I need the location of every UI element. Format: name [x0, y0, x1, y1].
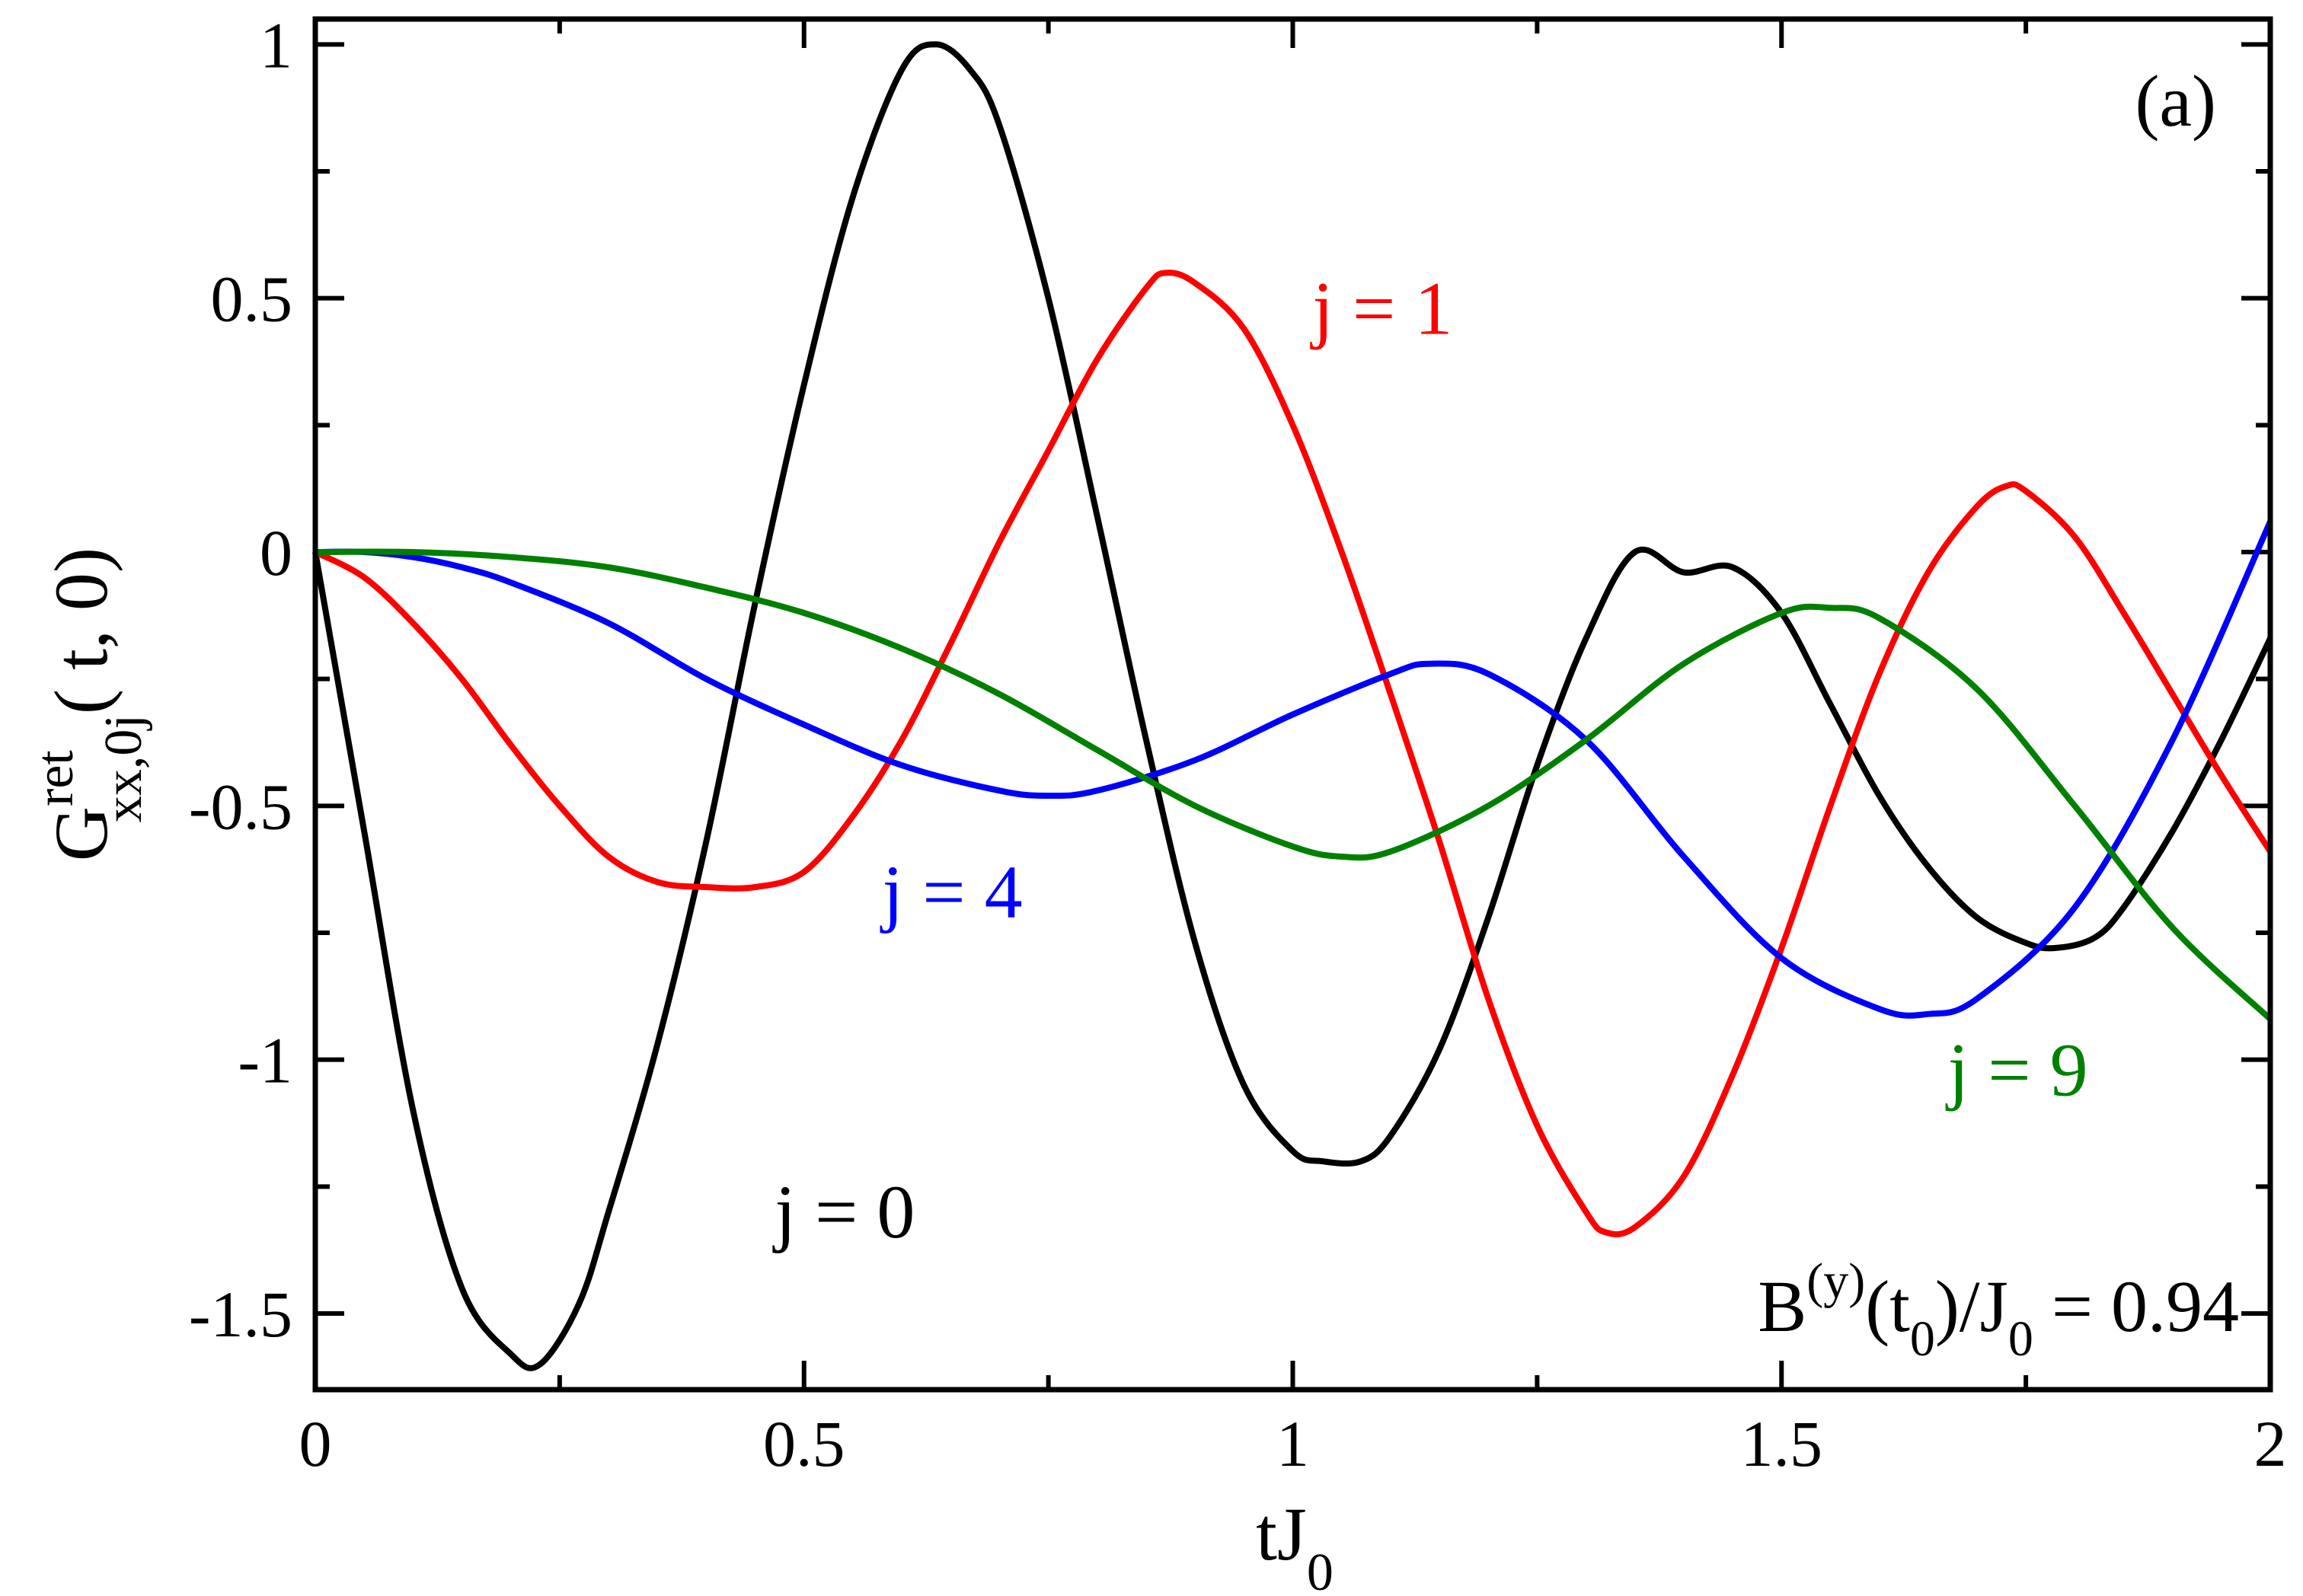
tick-labels: 0 0.5 1 1.5 2 1 0.5 0 -0.5 -1 -1.5	[189, 8, 2287, 1480]
x-axis-label: tJ0	[1256, 1492, 1334, 1596]
y-axis-label-sub: xx,0j	[94, 714, 153, 822]
series-label-j9: j = 9	[1945, 1027, 2087, 1112]
parameter-annotation: B(y)(t0)/J0 = 0.94	[1758, 1253, 2239, 1367]
y-tick-label: 1	[260, 8, 292, 81]
plot-frame	[312, 16, 2273, 1393]
x-tick-label: 2	[2254, 1407, 2287, 1480]
axis-ticks	[313, 19, 2273, 1390]
x-tick-label: 0	[299, 1407, 332, 1480]
x-axis-label-main: tJ	[1256, 1492, 1307, 1576]
series-line-j1	[314, 270, 2273, 1237]
annotation-open: (t	[1865, 1266, 1910, 1347]
panel-label: (a)	[2135, 60, 2216, 142]
series-layer	[312, 41, 2273, 1371]
series-label-j4: j = 4	[880, 850, 1022, 934]
x-axis-label-sub: 0	[1307, 1543, 1334, 1596]
series-line-j0	[312, 41, 2273, 1371]
y-axis-label-main: G	[39, 806, 123, 861]
y-tick-label: -0.5	[189, 770, 292, 843]
annotation-sup: (y)	[1806, 1253, 1865, 1309]
y-axis-label-args: ( t, 0)	[39, 547, 123, 714]
x-tick-label: 1	[1276, 1407, 1309, 1480]
series-line-j4	[315, 520, 2273, 1019]
series-line-j9	[315, 548, 2273, 1022]
series-label-j1: j = 1	[1310, 266, 1452, 350]
annotation-mid: )/J	[1935, 1266, 2008, 1347]
series-labels: j = 0 j = 1 j = 4 j = 9	[772, 266, 2087, 1254]
y-tick-label: 0	[260, 516, 292, 589]
y-axis-label-sup: ret	[26, 750, 85, 806]
y-axis-label: Gret xx,0j( t, 0)	[26, 547, 153, 861]
series-label-j0: j = 0	[772, 1170, 915, 1254]
x-tick-label: 1.5	[1741, 1407, 1823, 1480]
y-tick-label: -1	[238, 1024, 292, 1097]
annotation-rest: = 0.94	[2033, 1266, 2239, 1347]
annotation-t-sub: 0	[1910, 1311, 1935, 1367]
y-tick-label: 0.5	[211, 263, 293, 336]
x-tick-label: 0.5	[763, 1407, 845, 1480]
annotation-j-sub: 0	[2008, 1311, 2033, 1367]
annotation-b: B	[1758, 1266, 1806, 1347]
y-tick-label: -1.5	[189, 1278, 292, 1351]
